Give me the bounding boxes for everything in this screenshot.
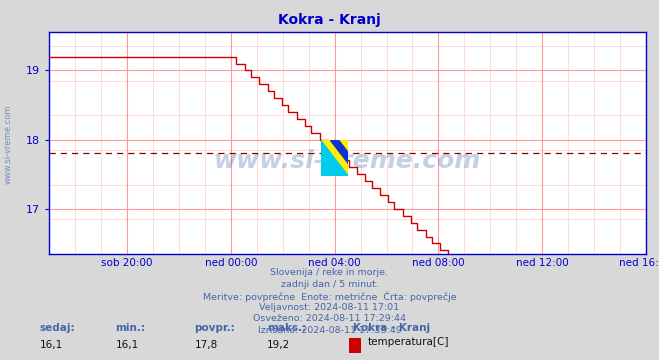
Text: Osveženo: 2024-08-11 17:29:44: Osveženo: 2024-08-11 17:29:44 [253, 314, 406, 323]
Text: Izrisano: 2024-08-11 17:33:49: Izrisano: 2024-08-11 17:33:49 [258, 326, 401, 335]
Text: temperatura[C]: temperatura[C] [368, 337, 449, 347]
Polygon shape [331, 140, 349, 164]
Text: ned 12:00: ned 12:00 [516, 258, 569, 268]
Text: ned 04:00: ned 04:00 [308, 258, 361, 268]
Text: sob 20:00: sob 20:00 [101, 258, 153, 268]
Text: povpr.:: povpr.: [194, 323, 235, 333]
Polygon shape [321, 140, 349, 176]
Text: 17,8: 17,8 [194, 340, 217, 350]
Polygon shape [321, 140, 349, 176]
Text: www.si-vreme.com: www.si-vreme.com [214, 149, 481, 173]
Text: ned 16:00: ned 16:00 [619, 258, 659, 268]
Text: Kokra - Kranj: Kokra - Kranj [278, 13, 381, 27]
Text: 19,2: 19,2 [267, 340, 290, 350]
Text: maks.:: maks.: [267, 323, 306, 333]
Text: 16,1: 16,1 [40, 340, 63, 350]
Text: Slovenija / reke in morje.: Slovenija / reke in morje. [270, 268, 389, 277]
Text: ned 00:00: ned 00:00 [205, 258, 257, 268]
Text: Veljavnost: 2024-08-11 17:01: Veljavnost: 2024-08-11 17:01 [260, 303, 399, 312]
Text: min.:: min.: [115, 323, 146, 333]
Text: ned 08:00: ned 08:00 [412, 258, 465, 268]
Text: sedaj:: sedaj: [40, 323, 75, 333]
Text: zadnji dan / 5 minut.: zadnji dan / 5 minut. [281, 280, 378, 289]
Text: 16,1: 16,1 [115, 340, 138, 350]
Text: Meritve: povprečne  Enote: metrične  Črta: povprečje: Meritve: povprečne Enote: metrične Črta:… [203, 291, 456, 302]
Text: Kokra - Kranj: Kokra - Kranj [353, 323, 430, 333]
Text: www.si-vreme.com: www.si-vreme.com [3, 104, 13, 184]
